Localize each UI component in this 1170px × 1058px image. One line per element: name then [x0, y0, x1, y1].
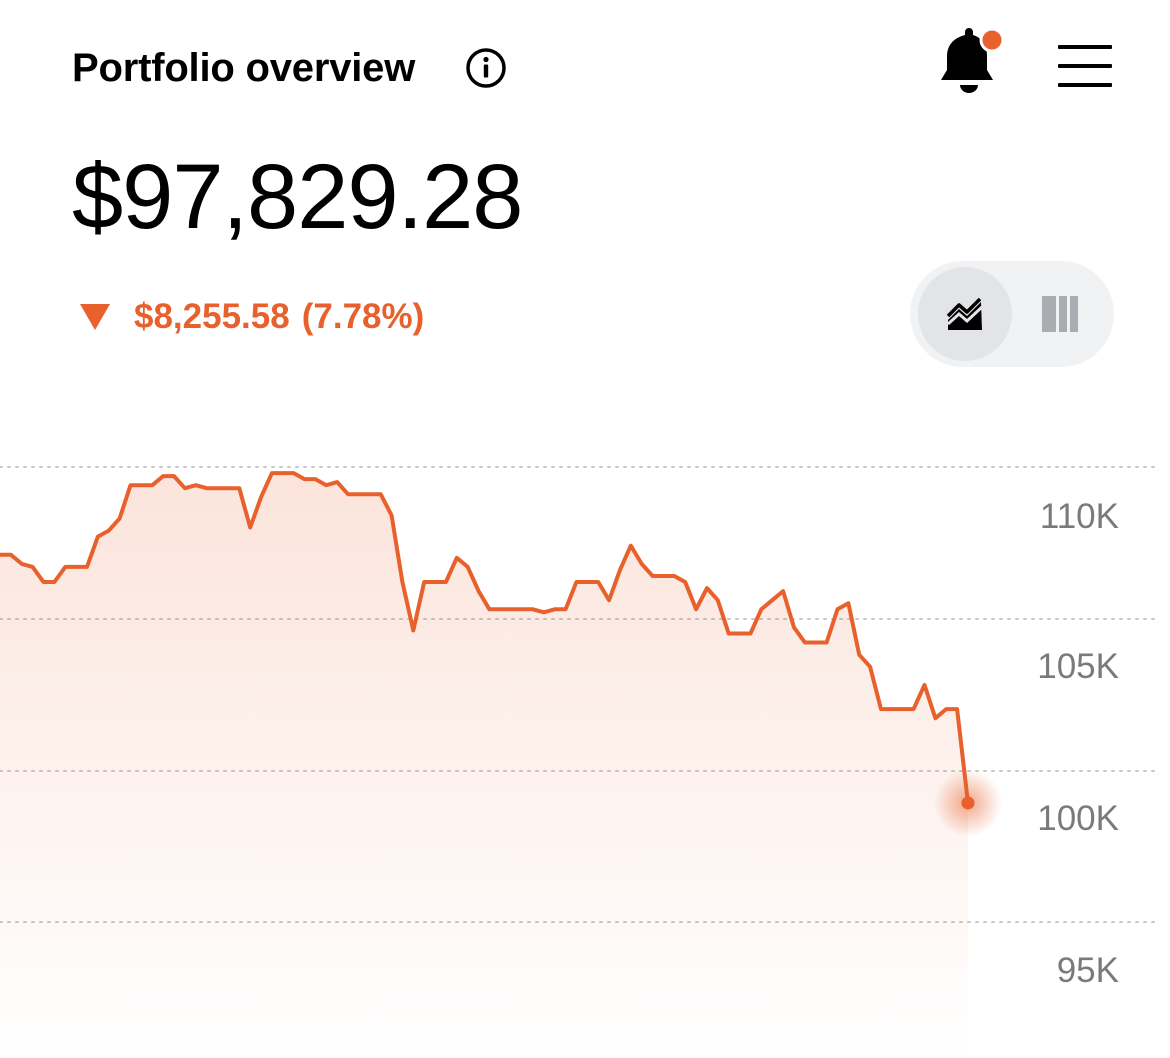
- change-amount: $8,255.58: [134, 297, 290, 336]
- notifications-button[interactable]: [935, 27, 1009, 98]
- chart-type-toggle: [910, 261, 1114, 367]
- line-chart-icon: [946, 297, 984, 330]
- chart-line: [0, 471, 970, 804]
- bar-chart-icon: [1042, 296, 1078, 332]
- change-percent: (7.78%): [301, 297, 425, 336]
- notification-dot: [979, 27, 1005, 53]
- portfolio-chart: 110K 105K 100K 95K: [0, 466, 1161, 1058]
- y-tick-label: 95K: [1057, 951, 1119, 990]
- portfolio-balance: $97,829.28: [72, 146, 523, 248]
- bell-icon: [941, 27, 1005, 93]
- y-tick-label: 100K: [1037, 799, 1119, 838]
- page-title: Portfolio overview: [72, 46, 416, 90]
- chart-area: [0, 473, 968, 1058]
- info-icon[interactable]: [464, 48, 510, 90]
- menu-button[interactable]: [1052, 38, 1118, 96]
- y-tick-label: 110K: [1040, 497, 1119, 536]
- last-point-marker: [961, 796, 975, 810]
- line-chart-toggle-button[interactable]: [918, 267, 1012, 361]
- down-triangle-icon: [80, 304, 110, 330]
- change-indicator: $8,255.58 (7.78%): [80, 292, 424, 342]
- y-tick-label: 105K: [1037, 647, 1119, 686]
- bar-chart-toggle-button[interactable]: [1014, 267, 1108, 361]
- hamburger-menu-icon: [1058, 45, 1112, 87]
